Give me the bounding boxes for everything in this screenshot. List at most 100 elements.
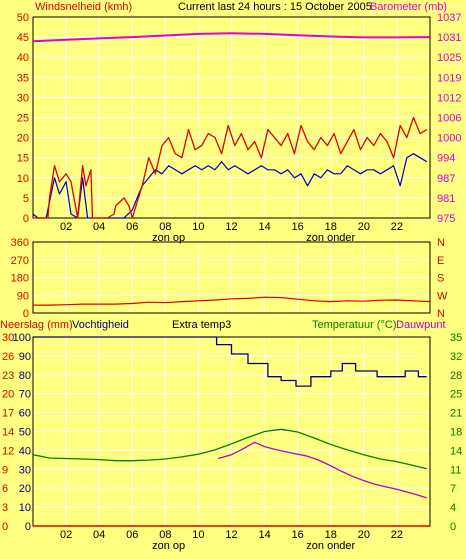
rain-tick-label: 12 xyxy=(2,445,14,457)
direction-tick-label: 0 xyxy=(23,308,29,320)
gust-line xyxy=(32,153,428,219)
x-tick-label: 18 xyxy=(325,221,337,233)
compass-label: W xyxy=(437,290,448,302)
humidity-tick-label: 20 xyxy=(19,483,31,495)
humidity-tick-label: 100 xyxy=(13,332,31,344)
temperature-tick-label: 11 xyxy=(450,464,461,476)
x-tick-label: 20 xyxy=(358,221,370,233)
humidity-tick-label: 10 xyxy=(19,502,31,514)
x-tick-label: 20 xyxy=(358,529,370,541)
wind-tick-label: 20 xyxy=(17,133,29,145)
rain-tick-label: 3 xyxy=(2,502,8,514)
barometer-tick-label: 1006 xyxy=(437,113,461,125)
barometer-tick-label: 1000 xyxy=(437,133,461,145)
humidity-tick-label: 0 xyxy=(25,521,31,533)
x-tick-label: 12 xyxy=(225,221,237,233)
rain-tick-label: 17 xyxy=(2,408,14,420)
wind-tick-label: 10 xyxy=(17,173,29,185)
x-tick-label: 22 xyxy=(391,529,403,541)
barometer-tick-label: 975 xyxy=(437,213,455,225)
rain-tick-label: 26 xyxy=(2,351,14,363)
wind-tick-label: 15 xyxy=(17,153,29,165)
x-tick-label: 14 xyxy=(258,529,270,541)
x-tick-label: 18 xyxy=(325,529,337,541)
compass-label: E xyxy=(437,255,444,267)
compass-label: S xyxy=(437,273,444,285)
temperature-tick-label: 0 xyxy=(450,521,456,533)
humidity-tick-label: 90 xyxy=(19,351,31,363)
barometer-tick-label: 981 xyxy=(437,193,455,205)
wind-tick-label: 40 xyxy=(17,52,29,64)
temperature-tick-label: 18 xyxy=(450,427,462,439)
temperature-tick-label: 35 xyxy=(450,332,462,344)
x-tick-label: 10 xyxy=(192,529,204,541)
extra-temp-title: Extra temp3 xyxy=(172,319,231,331)
sunset-label: zon onder xyxy=(306,540,355,552)
wind-tick-label: 45 xyxy=(17,32,29,44)
x-tick-label: 04 xyxy=(93,529,105,541)
wind-tick-label: 0 xyxy=(23,213,29,225)
wind-tick-label: 50 xyxy=(17,12,29,24)
chart-title: Current last 24 hours : 15 October 2005 xyxy=(178,1,372,13)
x-tick-label: 16 xyxy=(292,529,304,541)
x-tick-label: 08 xyxy=(159,529,171,541)
x-tick-label: 22 xyxy=(391,221,403,233)
direction-tick-label: 270 xyxy=(11,255,29,267)
x-tick-label: 10 xyxy=(192,221,204,233)
humidity-tick-label: 60 xyxy=(19,408,31,420)
temperature-tick-label: 14 xyxy=(450,445,462,457)
rain-tick-label: 30 xyxy=(2,332,14,344)
dewpoint-axis-title: Dauwpunt xyxy=(396,319,446,331)
wind-speed-line xyxy=(33,116,428,219)
wind-tick-label: 35 xyxy=(17,72,29,84)
x-tick-label: 06 xyxy=(126,529,138,541)
x-tick-label: 06 xyxy=(126,221,138,233)
x-tick-label: 02 xyxy=(60,529,72,541)
dewpoint-line xyxy=(218,441,427,499)
humidity-line xyxy=(33,336,427,387)
sunset-label: zon onder xyxy=(306,232,355,244)
humidity-tick-label: 70 xyxy=(19,389,31,401)
rain-tick-label: 6 xyxy=(2,483,8,495)
barometer-axis-title: Barometer (mb) xyxy=(370,1,447,13)
wind-axis-title: Windsnelheid (kmh) xyxy=(35,1,132,13)
rain-tick-label: 23 xyxy=(2,370,14,382)
barometer-tick-label: 1031 xyxy=(437,32,461,44)
barometer-tick-label: 994 xyxy=(437,153,455,165)
temperature-line xyxy=(32,428,427,470)
temperature-tick-label: 7 xyxy=(450,483,456,495)
x-tick-label: 02 xyxy=(60,221,72,233)
sunrise-label: zon op xyxy=(152,540,185,552)
sunrise-label: zon op xyxy=(152,232,185,244)
rain-tick-label: 14 xyxy=(2,427,14,439)
humidity-tick-label: 50 xyxy=(19,427,31,439)
x-tick-label: 12 xyxy=(225,529,237,541)
humidity-axis-title: Vochtigheid xyxy=(72,319,129,331)
humidity-tick-label: 80 xyxy=(19,370,31,382)
wind-tick-label: 5 xyxy=(23,193,29,205)
wind-direction-line xyxy=(33,296,431,306)
direction-tick-label: 360 xyxy=(11,237,29,249)
barometer-tick-label: 1037 xyxy=(437,12,461,24)
temperature-tick-label: 32 xyxy=(450,351,462,363)
x-tick-label: 08 xyxy=(159,221,171,233)
rain-tick-label: 9 xyxy=(2,464,8,476)
temperature-tick-label: 21 xyxy=(450,408,462,420)
x-tick-label: 14 xyxy=(258,221,270,233)
temperature-tick-label: 28 xyxy=(450,370,462,382)
wind-tick-label: 25 xyxy=(17,113,29,125)
temperature-axis-title: Temperatuur (°C) xyxy=(312,319,396,331)
rain-axis-title: Neerslag (mm) xyxy=(0,319,73,331)
direction-tick-label: 180 xyxy=(11,273,29,285)
temperature-tick-label: 4 xyxy=(450,502,456,514)
wind-tick-label: 30 xyxy=(17,92,29,104)
barometer-tick-label: 1019 xyxy=(437,72,461,84)
compass-label: N xyxy=(437,308,445,320)
x-tick-label: 04 xyxy=(93,221,105,233)
direction-tick-label: 90 xyxy=(17,290,29,302)
rain-tick-label: 20 xyxy=(2,389,14,401)
barometer-line xyxy=(32,32,431,43)
barometer-tick-label: 987 xyxy=(437,173,455,185)
x-tick-label: 16 xyxy=(292,221,304,233)
